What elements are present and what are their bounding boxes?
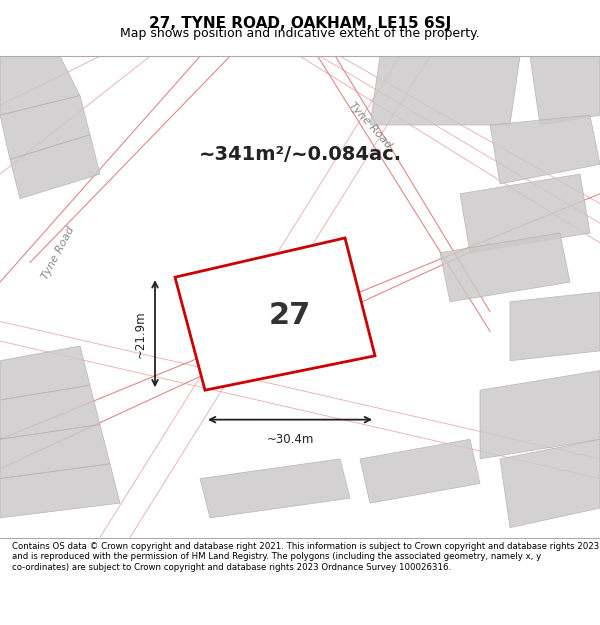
Text: Tyne Road: Tyne Road [40,224,76,281]
Text: Map shows position and indicative extent of the property.: Map shows position and indicative extent… [120,28,480,41]
Polygon shape [500,439,600,528]
Polygon shape [510,292,600,361]
Text: Tyne Road: Tyne Road [347,100,393,150]
Polygon shape [175,238,375,390]
Polygon shape [200,459,350,518]
Polygon shape [460,174,590,253]
Polygon shape [0,346,90,400]
Polygon shape [480,371,600,459]
Polygon shape [0,385,100,439]
Polygon shape [360,439,480,503]
Polygon shape [440,233,570,302]
Polygon shape [0,424,110,479]
Text: ~30.4m: ~30.4m [266,433,314,446]
Polygon shape [490,115,600,184]
Polygon shape [10,135,100,199]
Polygon shape [370,56,520,125]
Polygon shape [0,56,80,115]
Text: ~21.9m: ~21.9m [134,310,147,358]
Text: 27, TYNE ROAD, OAKHAM, LE15 6SJ: 27, TYNE ROAD, OAKHAM, LE15 6SJ [149,16,451,31]
Polygon shape [0,464,120,518]
Polygon shape [0,96,90,159]
Text: Contains OS data © Crown copyright and database right 2021. This information is : Contains OS data © Crown copyright and d… [12,542,599,572]
Text: ~341m²/~0.084ac.: ~341m²/~0.084ac. [199,145,401,164]
Text: 27: 27 [269,301,311,330]
Polygon shape [530,56,600,125]
